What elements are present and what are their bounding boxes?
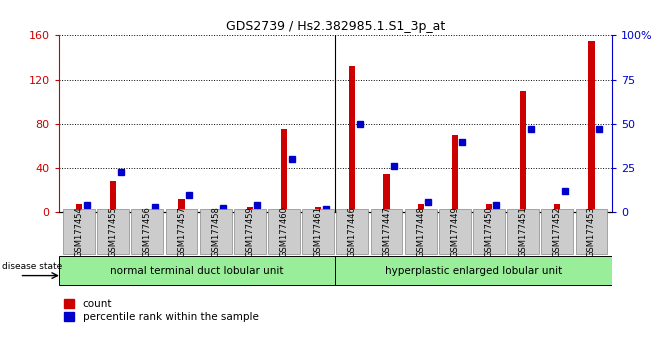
- Text: GSM177452: GSM177452: [553, 206, 562, 257]
- Bar: [76, 204, 82, 212]
- FancyBboxPatch shape: [507, 209, 539, 255]
- FancyBboxPatch shape: [337, 209, 368, 255]
- Bar: [281, 130, 287, 212]
- FancyBboxPatch shape: [335, 256, 612, 285]
- Text: hyperplastic enlarged lobular unit: hyperplastic enlarged lobular unit: [385, 266, 562, 276]
- FancyBboxPatch shape: [439, 209, 471, 255]
- Bar: [589, 41, 594, 212]
- Text: GSM177450: GSM177450: [484, 206, 493, 257]
- Text: normal terminal duct lobular unit: normal terminal duct lobular unit: [110, 266, 284, 276]
- Text: disease state: disease state: [3, 262, 62, 271]
- FancyBboxPatch shape: [98, 209, 129, 255]
- FancyBboxPatch shape: [542, 209, 573, 255]
- Bar: [145, 210, 150, 212]
- Text: GSM177457: GSM177457: [177, 206, 186, 257]
- Bar: [383, 174, 389, 212]
- FancyBboxPatch shape: [370, 209, 402, 255]
- Text: GSM177453: GSM177453: [587, 206, 596, 257]
- Text: GSM177451: GSM177451: [519, 206, 527, 257]
- Text: GSM177458: GSM177458: [211, 206, 220, 257]
- Text: GSM177454: GSM177454: [75, 206, 83, 257]
- FancyBboxPatch shape: [234, 209, 266, 255]
- Text: GSM177455: GSM177455: [109, 206, 118, 257]
- FancyBboxPatch shape: [268, 209, 300, 255]
- Bar: [350, 67, 355, 212]
- Bar: [110, 181, 117, 212]
- Text: GSM177459: GSM177459: [245, 206, 255, 257]
- FancyBboxPatch shape: [200, 209, 232, 255]
- Bar: [178, 199, 185, 212]
- Text: GSM177456: GSM177456: [143, 206, 152, 257]
- Text: GSM177448: GSM177448: [416, 206, 425, 257]
- FancyBboxPatch shape: [132, 209, 163, 255]
- Text: GSM177447: GSM177447: [382, 206, 391, 257]
- Bar: [247, 207, 253, 212]
- Bar: [417, 204, 424, 212]
- Text: GSM177446: GSM177446: [348, 206, 357, 257]
- Text: GSM177461: GSM177461: [314, 206, 323, 257]
- Bar: [554, 204, 561, 212]
- FancyBboxPatch shape: [59, 256, 335, 285]
- Text: GSM177460: GSM177460: [279, 206, 288, 257]
- Legend: count, percentile rank within the sample: count, percentile rank within the sample: [64, 299, 258, 322]
- Title: GDS2739 / Hs2.382985.1.S1_3p_at: GDS2739 / Hs2.382985.1.S1_3p_at: [226, 20, 445, 33]
- FancyBboxPatch shape: [63, 209, 95, 255]
- FancyBboxPatch shape: [473, 209, 505, 255]
- Bar: [315, 207, 321, 212]
- FancyBboxPatch shape: [302, 209, 334, 255]
- Bar: [520, 91, 526, 212]
- FancyBboxPatch shape: [165, 209, 197, 255]
- Bar: [486, 204, 492, 212]
- FancyBboxPatch shape: [575, 209, 607, 255]
- Text: GSM177449: GSM177449: [450, 206, 460, 257]
- Bar: [213, 209, 219, 212]
- Bar: [452, 135, 458, 212]
- FancyBboxPatch shape: [405, 209, 437, 255]
